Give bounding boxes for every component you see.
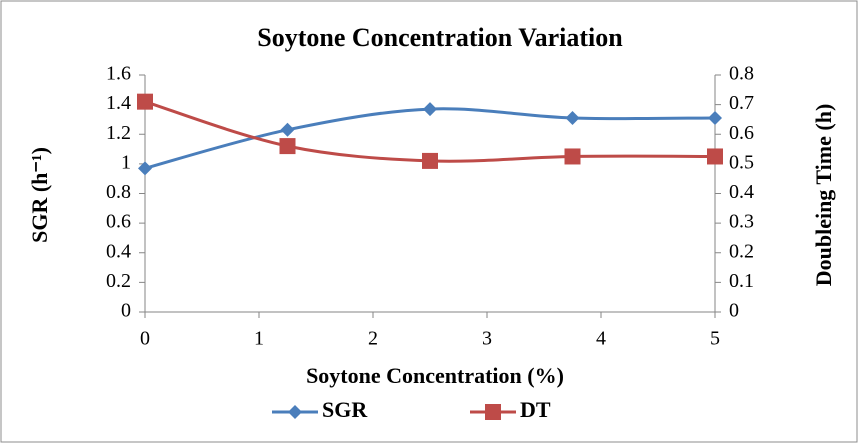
y2-tick-label: 0.3 bbox=[729, 211, 754, 233]
y2-tick-label: 0.7 bbox=[729, 92, 754, 114]
x-tick-label: 1 bbox=[254, 328, 264, 350]
point bbox=[708, 110, 722, 125]
point bbox=[137, 93, 153, 110]
y2-tick-label: 0 bbox=[729, 300, 739, 322]
x-tick-label: 3 bbox=[482, 328, 492, 350]
y2-tick-label: 0.2 bbox=[729, 240, 754, 262]
point bbox=[280, 122, 295, 137]
y-tick-label: 0.6 bbox=[106, 211, 131, 233]
y-tick-label: 1 bbox=[121, 151, 131, 173]
legend-label: DT bbox=[520, 397, 551, 422]
y2-tick-label: 0.8 bbox=[729, 63, 754, 85]
x-tick-label: 2 bbox=[368, 328, 378, 350]
y2-axis-label: Doubleing Time (h) bbox=[811, 104, 836, 287]
y-tick-label: 1.6 bbox=[106, 63, 131, 85]
point bbox=[565, 110, 580, 125]
y2-tick-label: 0.1 bbox=[729, 270, 754, 292]
y-tick-label: 1.2 bbox=[106, 122, 131, 144]
y2-tick-label: 0.4 bbox=[729, 181, 754, 203]
legend-marker bbox=[288, 405, 302, 419]
point bbox=[138, 161, 152, 176]
y2-tick-label: 0.6 bbox=[729, 122, 754, 144]
y-tick-label: 0.8 bbox=[106, 181, 131, 203]
point bbox=[422, 152, 438, 169]
y-tick-label: 0.2 bbox=[106, 270, 131, 292]
x-axis-label: Soytone Concentration (%) bbox=[306, 363, 564, 388]
point bbox=[564, 148, 581, 165]
point bbox=[279, 138, 296, 155]
chart-title: Soytone Concentration Variation bbox=[257, 23, 623, 52]
y-tick-label: 1.4 bbox=[106, 92, 131, 114]
x-tick-label: 0 bbox=[140, 328, 150, 350]
x-tick-label: 5 bbox=[710, 328, 720, 350]
y-axis-label: SGR (h⁻¹) bbox=[27, 147, 52, 243]
point bbox=[707, 148, 723, 165]
y2-tick-label: 0.5 bbox=[729, 151, 754, 173]
point bbox=[423, 102, 437, 117]
x-tick-label: 4 bbox=[596, 328, 606, 350]
legend-marker bbox=[485, 404, 501, 420]
legend-label: SGR bbox=[322, 397, 368, 422]
y-tick-label: 0 bbox=[121, 300, 131, 322]
y-tick-label: 0.4 bbox=[106, 240, 131, 262]
